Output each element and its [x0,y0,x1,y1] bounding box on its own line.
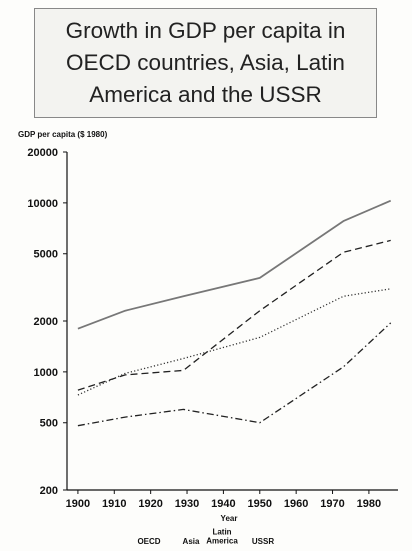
x-tick-label: 1970 [320,498,344,510]
x-tick-label: 1910 [102,498,126,510]
series-line-asia [77,239,391,391]
x-tick-label: 1920 [138,498,162,510]
legend-label: Latin [212,528,231,537]
chart-title: Growth in GDP per capita in OECD countri… [65,18,346,107]
series-line-oecd [77,199,392,330]
y-tick-label: 500 [40,418,58,430]
legend-label: OECD [137,537,160,546]
x-tick-label: 1940 [211,498,235,510]
x-tick-label: 1980 [357,498,381,510]
series-line-latin-america [77,288,391,396]
y-tick-label: 1000 [34,367,58,379]
series-line-ussr [77,322,392,427]
x-tick-label: 1950 [248,498,272,510]
y-axis-label: GDP per capita ($ 1980) [18,130,108,139]
x-tick-label: 1900 [66,498,90,510]
x-tick-label: 1960 [284,498,308,510]
x-axis-label: Year [221,514,238,523]
x-tick-label: 1930 [175,498,199,510]
legend-label: America [206,537,238,546]
y-tick-label: 2000 [34,316,58,328]
legend-label: Asia [183,537,200,546]
legend-label: USSR [252,537,274,546]
y-tick-label: 10000 [27,198,58,210]
y-tick-label: 5000 [34,249,58,261]
chart-title-box: Growth in GDP per capita in OECD countri… [34,8,377,118]
y-tick-label: 20000 [27,147,58,159]
y-tick-label: 200 [40,485,58,497]
